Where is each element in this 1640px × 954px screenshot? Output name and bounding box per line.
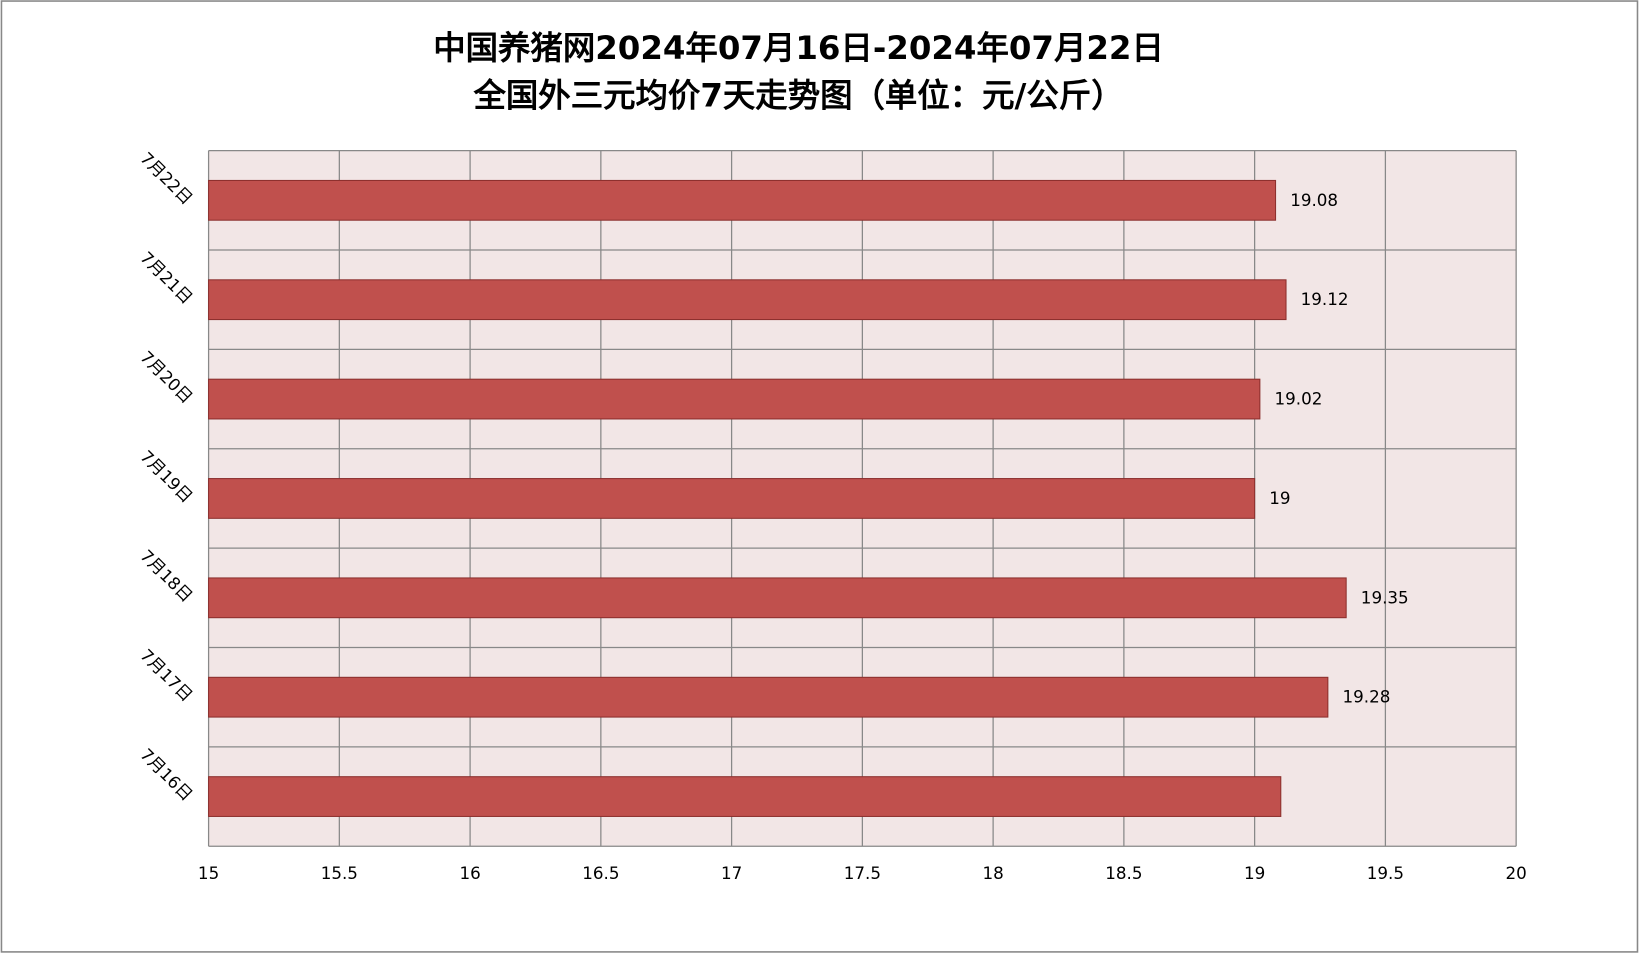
value-label: 19.08 xyxy=(1290,190,1338,210)
bar xyxy=(208,676,1329,718)
value-label: 19.35 xyxy=(1361,587,1409,607)
chart-title: 中国养猪网2024年07月16日-2024年07月22日 xyxy=(433,29,1164,67)
bar xyxy=(208,279,1287,321)
value-label: 19 xyxy=(1269,488,1290,508)
x-tick-label: 15.5 xyxy=(321,863,358,883)
value-label: 19.28 xyxy=(1343,687,1391,707)
x-tick-label: 17.5 xyxy=(844,863,881,883)
chart-title: 全国外三元均价7天走势图（单位：元/公斤） xyxy=(473,76,1124,114)
x-tick-label: 16.5 xyxy=(582,863,619,883)
bar xyxy=(208,179,1277,221)
x-tick-label: 18 xyxy=(982,863,1003,883)
value-label: 19.02 xyxy=(1275,389,1323,409)
bar xyxy=(208,478,1256,519)
bar xyxy=(208,378,1261,420)
bar xyxy=(208,577,1347,619)
value-label: 19.12 xyxy=(1301,289,1349,309)
bar xyxy=(208,776,1282,817)
x-tick-label: 20 xyxy=(1506,863,1527,883)
x-tick-label: 17 xyxy=(721,863,742,883)
x-tick-label: 15 xyxy=(198,863,219,883)
x-tick-label: 19 xyxy=(1244,863,1265,883)
x-tick-label: 18.5 xyxy=(1105,863,1142,883)
x-tick-label: 19.5 xyxy=(1367,863,1404,883)
x-tick-label: 16 xyxy=(459,863,480,883)
